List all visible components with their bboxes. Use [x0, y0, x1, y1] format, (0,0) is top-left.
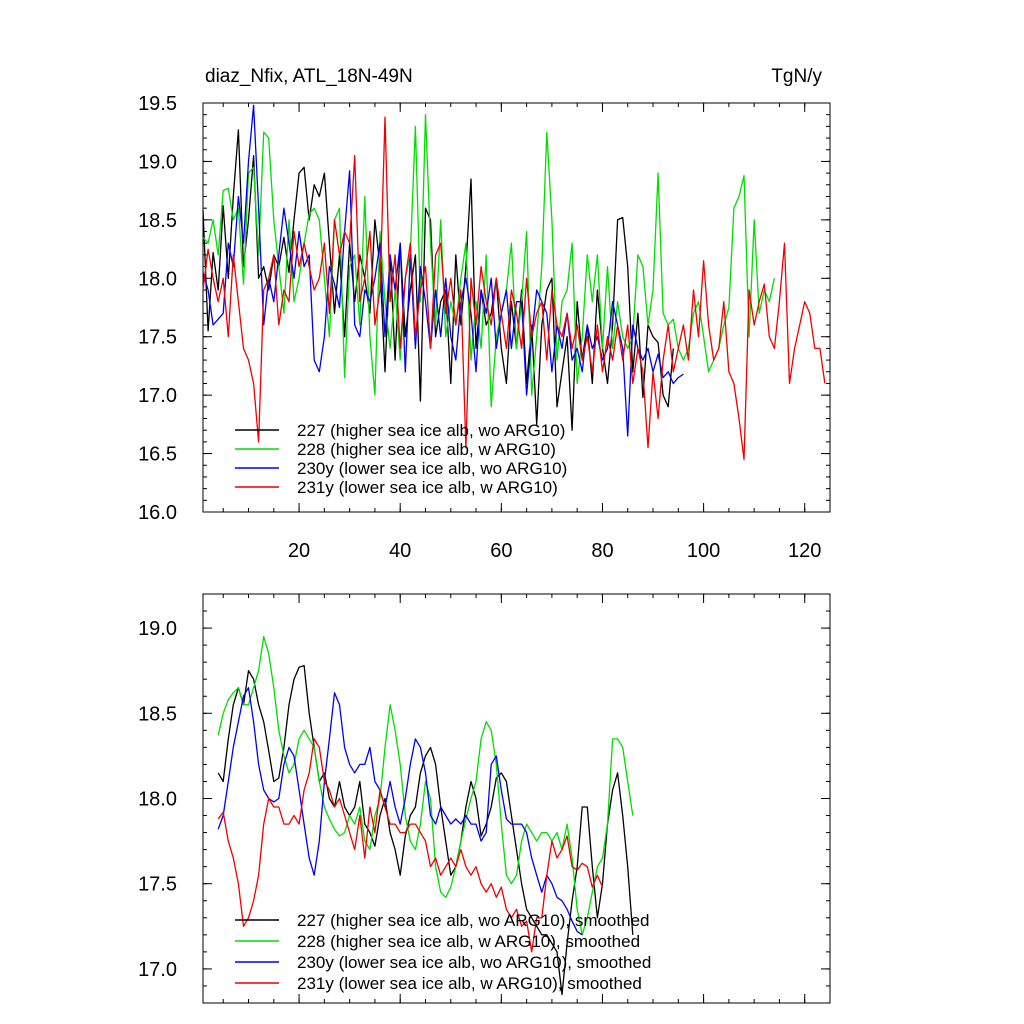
x-tick-label: 80: [591, 540, 613, 562]
y-tick-label: 18.0: [138, 268, 177, 290]
chart-title: diaz_Nfix, ATL_18N-49N: [205, 66, 413, 87]
y-tick-label: 17.0: [138, 385, 177, 407]
x-tick-label: 40: [389, 540, 411, 562]
series-line-2: [217, 635, 634, 936]
x-tick-label: 120: [788, 540, 821, 562]
y-tick-label: 19.0: [138, 618, 177, 640]
x-tick-label: 100: [687, 540, 720, 562]
legend-label: 227 (higher sea ice alb, wo ARG10), smoo…: [297, 911, 649, 930]
bottom-panel: 17.0 17.5 18.0 18.5 19.0 227 (higher sea ice …: [138, 593, 831, 1004]
legend-label: 231y (lower sea ice alb, w ARG10), smoot…: [297, 974, 642, 993]
legend-label: 228 (higher sea ice alb, w ARG10): [297, 440, 556, 459]
legend-label: 230y (lower sea ice alb, wo ARG10): [297, 459, 567, 478]
y-tick-label: 18.5: [138, 210, 177, 232]
y-tick-label: 17.5: [138, 874, 177, 896]
series-line-3: [217, 687, 583, 936]
y-tick-label: 19.0: [138, 151, 177, 173]
y-tick-label: 17.0: [138, 959, 177, 981]
y-tick-label: 17.5: [138, 327, 177, 349]
units-label: TgN/y: [771, 66, 822, 87]
y-tick-label: 16.0: [138, 502, 177, 524]
legend-label: 227 (higher sea ice alb, wo ARG10): [297, 421, 565, 440]
series-line-1: [217, 664, 634, 996]
y-tick-label: 18.5: [138, 703, 177, 725]
y-tick-label: 18.0: [138, 789, 177, 811]
x-tick-label: 60: [490, 540, 512, 562]
legend-label: 231y (lower sea ice alb, w ARG10): [297, 478, 558, 497]
series-line-2: [202, 114, 776, 408]
series-line-4: [202, 116, 826, 461]
x-tick-label: 20: [288, 540, 310, 562]
y-tick-label: 16.5: [138, 444, 177, 466]
legend-label: 230y (lower sea ice alb, wo ARG10), smoo…: [297, 953, 651, 972]
y-tick-label: 19.5: [138, 93, 177, 115]
legend-label: 228 (higher sea ice alb, w ARG10), smoot…: [297, 932, 640, 951]
plot-frame: [202, 102, 831, 513]
series-line-3: [202, 104, 684, 437]
series-line-4: [217, 738, 604, 953]
top-panel: diaz_Nfix, ATL_18N-49N TgN/y 16.0 16.5 17.…: [138, 66, 831, 562]
